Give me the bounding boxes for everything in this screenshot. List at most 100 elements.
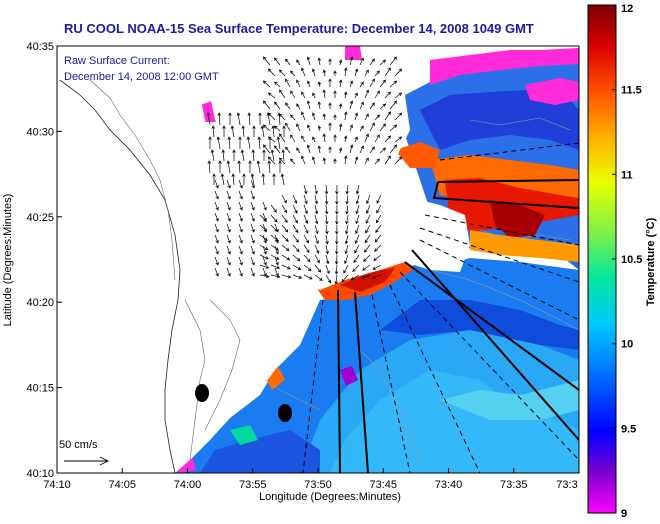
current-vector xyxy=(322,69,327,77)
colorbar: 12 11.5 11 10.5 10 9.5 9 Temperature (°C) xyxy=(587,3,657,520)
current-vector xyxy=(247,112,251,126)
current-vector xyxy=(292,274,303,279)
current-vector xyxy=(292,224,299,234)
current-vector xyxy=(359,145,364,154)
colorbar-tick-label: 10.5 xyxy=(621,254,642,266)
current-vector xyxy=(354,112,359,121)
current-vector xyxy=(334,244,339,255)
current-vector xyxy=(333,114,337,120)
current-vector xyxy=(325,224,329,235)
current-vector xyxy=(303,234,309,244)
current-vector xyxy=(281,264,291,270)
current-vector xyxy=(250,245,255,255)
current-vector xyxy=(238,190,243,200)
current-vector xyxy=(241,125,245,138)
scale-arrow xyxy=(64,456,110,466)
current-vector xyxy=(210,149,215,162)
current-vector xyxy=(359,81,364,88)
current-vector xyxy=(389,124,398,132)
current-vector xyxy=(335,234,339,245)
current-vector xyxy=(314,184,318,195)
current-vector xyxy=(376,204,382,214)
y-axis-ticks: 40:35 40:30 40:25 40:20 40:15 40:10 xyxy=(26,41,62,480)
current-vector xyxy=(262,80,271,88)
current-vector xyxy=(256,160,261,174)
colorbar-ticks: 12 11.5 11 10.5 10 9.5 9 xyxy=(612,3,642,520)
current-vector xyxy=(314,194,319,205)
current-vector xyxy=(281,224,289,233)
current-vector xyxy=(328,102,332,109)
radial-lines xyxy=(302,142,580,474)
current-vector xyxy=(333,158,337,164)
x-tick-label: 74:00 xyxy=(174,479,202,491)
current-vector xyxy=(258,112,262,125)
current-vector xyxy=(343,264,349,274)
current-vector xyxy=(237,160,241,174)
current-vector xyxy=(350,274,360,281)
current-vector xyxy=(217,112,221,126)
current-vector xyxy=(270,204,277,213)
colorbar-tick-label: 9.5 xyxy=(621,423,636,435)
current-vector xyxy=(259,274,270,278)
current-vector xyxy=(270,234,279,242)
current-vector xyxy=(238,223,243,233)
current-vector xyxy=(267,68,276,77)
current-vector xyxy=(375,224,382,233)
current-vector xyxy=(328,58,332,65)
subtitle-line1: Raw Surface Current: xyxy=(64,55,170,67)
current-vector xyxy=(379,147,387,154)
colorbar-gradient xyxy=(587,4,617,514)
current-vector xyxy=(281,204,288,214)
coastline xyxy=(59,79,579,473)
current-vector xyxy=(270,254,280,260)
current-vector xyxy=(306,56,311,66)
current-vector xyxy=(311,68,316,77)
current-vector xyxy=(355,204,360,215)
current-vector xyxy=(281,234,289,243)
current-vector xyxy=(267,92,276,99)
current-vector xyxy=(349,56,354,66)
current-vector xyxy=(366,194,371,205)
current-vector xyxy=(374,158,380,165)
y-tick-label: 40:10 xyxy=(26,468,54,480)
current-vector xyxy=(238,179,243,189)
current-vector xyxy=(301,67,306,77)
current-vector xyxy=(325,244,329,255)
current-vector xyxy=(214,212,219,222)
current-vector xyxy=(226,179,231,189)
current-vector xyxy=(226,201,231,211)
current-vector xyxy=(238,201,243,211)
current-vector xyxy=(296,103,301,110)
current-vector xyxy=(353,254,360,264)
current-vector xyxy=(343,91,348,99)
current-vector xyxy=(285,102,291,110)
current-vector xyxy=(349,124,353,132)
current-vector xyxy=(207,160,211,174)
current-vector xyxy=(236,112,241,126)
current-vector xyxy=(216,136,221,150)
current-vector xyxy=(250,256,255,266)
current-vector xyxy=(389,100,398,110)
current-vector xyxy=(290,114,296,121)
current-vector xyxy=(270,274,281,279)
current-vector xyxy=(238,256,243,266)
current-vector xyxy=(354,92,358,99)
current-vector xyxy=(344,111,348,121)
current-vector xyxy=(262,234,267,244)
current-vector xyxy=(303,204,308,215)
current-vector xyxy=(325,274,332,284)
current-vector xyxy=(333,134,337,142)
current-vector xyxy=(354,156,359,165)
current-vector xyxy=(324,184,329,195)
current-vector xyxy=(238,136,242,149)
current-vector xyxy=(274,145,281,154)
current-vector xyxy=(285,122,291,132)
x-axis-ticks: 74:10 74:05 74:00 73:55 73:50 73:45 73:40 73:35… xyxy=(43,468,580,491)
current-vector xyxy=(374,134,380,143)
current-vector xyxy=(344,67,348,77)
current-vector xyxy=(250,179,255,189)
current-vector xyxy=(306,100,311,110)
plot-area: 50 cm/s Raw Surface Current: December 14… xyxy=(56,45,580,474)
current-vector xyxy=(259,214,267,222)
current-vector xyxy=(345,204,349,215)
